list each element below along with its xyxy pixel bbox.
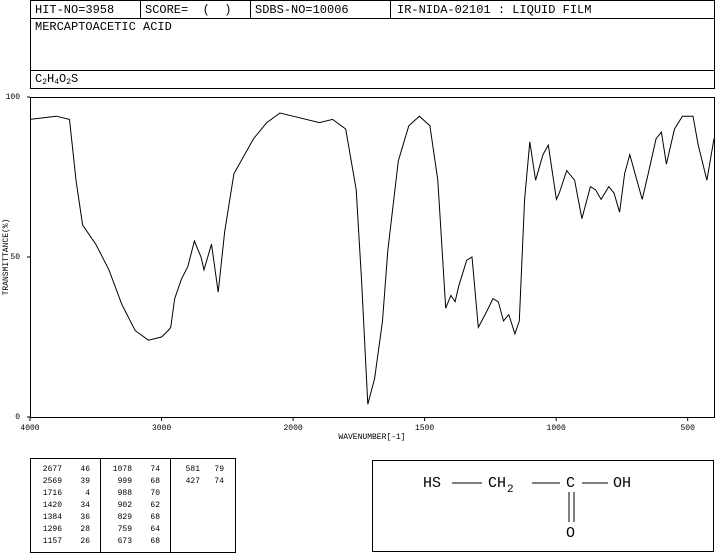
peak-wavenumber: 1157 [43, 537, 62, 546]
peak-wavenumber: 988 [118, 489, 133, 498]
header-box [30, 0, 715, 19]
peak-wavenumber: 1296 [43, 525, 62, 534]
peak-wavenumber: 581 [186, 465, 201, 474]
peak-transmittance: 68 [150, 513, 160, 522]
formula-subscript: 2 [66, 78, 71, 87]
x-tick-label: 4000 [20, 424, 39, 433]
formula-box [30, 70, 715, 89]
x-tick-label: 1500 [415, 424, 434, 433]
peak-transmittance: 64 [150, 525, 160, 534]
peak-transmittance: 70 [150, 489, 160, 498]
formula-element: H [47, 72, 54, 86]
structure-box [372, 460, 714, 552]
peak-wavenumber: 999 [118, 477, 133, 486]
x-tick-label: 3000 [152, 424, 171, 433]
spectrum-line [29, 112, 715, 405]
structure: HS CH 2 C OH O [423, 475, 631, 542]
peak-transmittance: 4 [85, 489, 90, 498]
peak-transmittance: 46 [80, 465, 90, 474]
hit-no: HIT-NO=3958 [35, 3, 114, 17]
peak-wavenumber: 673 [118, 537, 133, 546]
x-axis-label: WAVENUMBER[-1] [338, 433, 405, 442]
peak-transmittance: 79 [214, 465, 224, 474]
x-tick-label: 2000 [283, 424, 302, 433]
sdbs-no: SDBS-NO=10006 [255, 3, 349, 17]
y-tick-label: 50 [10, 253, 20, 262]
y-tick-label: 0 [15, 413, 20, 422]
formula-element: C [35, 72, 42, 86]
peak-wavenumber: 1420 [43, 501, 62, 510]
atom: CH [488, 475, 506, 492]
formula-element: S [71, 72, 78, 86]
peak-transmittance: 74 [214, 477, 224, 486]
peak-wavenumber: 1078 [113, 465, 132, 474]
compound-name: MERCAPTOACETIC ACID [35, 20, 172, 34]
peak-wavenumber: 829 [118, 513, 133, 522]
peak-transmittance: 26 [80, 537, 90, 546]
atom-sub: 2 [507, 484, 514, 496]
x-tick-label: 500 [680, 424, 695, 433]
peak-transmittance: 34 [80, 501, 90, 510]
peak-transmittance: 36 [80, 513, 90, 522]
peak-wavenumber: 1716 [43, 489, 62, 498]
peak-transmittance: 62 [150, 501, 160, 510]
x-tick-label: 1000 [547, 424, 566, 433]
atom: O [566, 525, 575, 542]
y-tick-label: 100 [6, 93, 21, 102]
peak-transmittance: 68 [150, 477, 160, 486]
plot-frame [30, 97, 715, 418]
formula-subscript: 2 [42, 78, 47, 87]
peak-transmittance: 74 [150, 465, 160, 474]
peak-transmittance: 39 [80, 477, 90, 486]
peak-wavenumber: 2569 [43, 477, 62, 486]
peak-transmittance: 68 [150, 537, 160, 546]
peak-wavenumber: 759 [118, 525, 133, 534]
peak-wavenumber: 427 [186, 477, 201, 486]
formula-element: O [59, 72, 66, 86]
y-axis-label: TRANSMITTANCE(%) [2, 219, 11, 296]
peak-wavenumber: 1384 [43, 513, 62, 522]
peak-wavenumber: 2677 [43, 465, 62, 474]
atom: HS [423, 475, 441, 492]
atom: OH [613, 475, 631, 492]
formula: C2H4O2S [35, 72, 78, 87]
atom: C [566, 475, 575, 492]
formula-subscript: 4 [54, 78, 59, 87]
peak-transmittance: 28 [80, 525, 90, 534]
score: SCORE= ( ) [145, 3, 231, 17]
method: IR-NIDA-02101 : LIQUID FILM [397, 3, 591, 17]
peak-wavenumber: 902 [118, 501, 133, 510]
